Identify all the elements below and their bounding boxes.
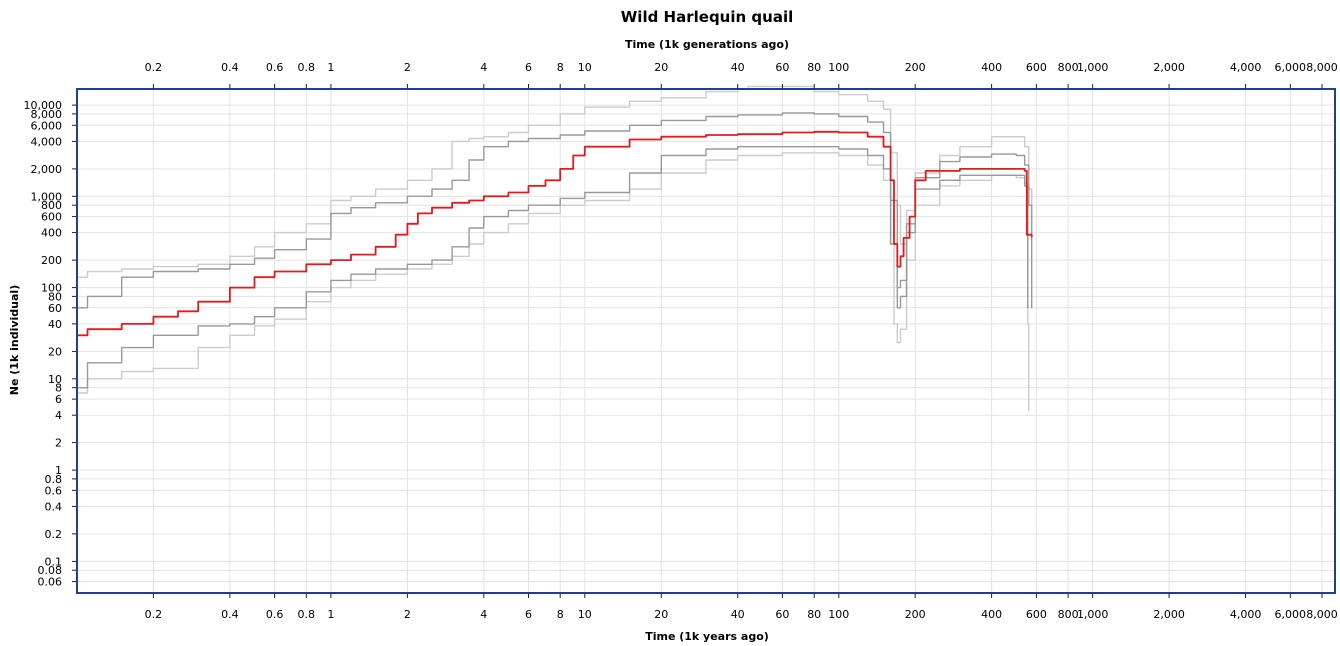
- y-tick-label: 10,000: [24, 99, 63, 112]
- y-tick-label: 6: [55, 393, 62, 406]
- x-tick-label: 10: [578, 608, 592, 621]
- y-tick-label: 100: [41, 282, 62, 295]
- y-tick-label: 4,000: [31, 135, 63, 148]
- x2-tick-label: 6,000: [1275, 61, 1307, 74]
- x2-tick-label: 20: [654, 61, 668, 74]
- x-tick-label: 20: [654, 608, 668, 621]
- x2-tick-label: 2: [404, 61, 411, 74]
- y-tick-label: 6,000: [31, 119, 63, 132]
- x2-tick-label: 400: [981, 61, 1002, 74]
- x-tick-label: 2: [404, 608, 411, 621]
- x2-tick-label: 8: [557, 61, 564, 74]
- x-tick-label: 8,000: [1306, 608, 1338, 621]
- x2-tick-label: 200: [905, 61, 926, 74]
- y-tick-label: 0.06: [38, 576, 63, 589]
- y-tick-label: 0.6: [45, 484, 63, 497]
- y-tick-label: 0.2: [45, 528, 63, 541]
- y-tick-label: 1,000: [31, 190, 63, 203]
- x2-tick-label: 4: [480, 61, 487, 74]
- series-line-inner-lower: [76, 146, 1029, 389]
- series-line-median: [76, 130, 1033, 337]
- x-tick-label: 200: [905, 608, 926, 621]
- y-tick-label: 0.4: [45, 500, 63, 513]
- y-tick-label: 80: [48, 290, 62, 303]
- y-tick-label: 200: [41, 254, 62, 267]
- x-tick-label: 600: [1026, 608, 1047, 621]
- y-tick-label: 1: [55, 464, 62, 477]
- x2-tick-label: 80: [807, 61, 821, 74]
- x2-tick-label: 4,000: [1230, 61, 1262, 74]
- y-tick-label: 800: [41, 199, 62, 212]
- x-tick-label: 40: [731, 608, 745, 621]
- x-tick-label: 6,000: [1275, 608, 1307, 621]
- x-tick-label: 0.8: [298, 608, 316, 621]
- y-tick-label: 600: [41, 211, 62, 224]
- x-tick-label: 6: [525, 608, 532, 621]
- x2-tick-label: 2,000: [1153, 61, 1185, 74]
- x-tick-label: 0.6: [266, 608, 284, 621]
- x-tick-label: 80: [807, 608, 821, 621]
- x2-tick-label: 0.8: [298, 61, 316, 74]
- x-tick-label: 4,000: [1230, 608, 1262, 621]
- x-tick-label: 100: [828, 608, 849, 621]
- x-tick-label: 1,000: [1077, 608, 1109, 621]
- y-tick-label: 4: [55, 409, 62, 422]
- x-tick-label: 800: [1058, 608, 1079, 621]
- x2-tick-label: 600: [1026, 61, 1047, 74]
- grid-lines: [77, 89, 1335, 593]
- x2-tick-label: 0.6: [266, 61, 284, 74]
- y-tick-label: 20: [48, 345, 62, 358]
- y-tick-label: 2,000: [31, 163, 63, 176]
- x-tick-label: 60: [775, 608, 789, 621]
- x2-tick-label: 8,000: [1306, 61, 1338, 74]
- plot-frame: [76, 88, 1336, 594]
- y-tick-label: 0.1: [45, 555, 63, 568]
- series-line-inner-upper: [76, 112, 1033, 309]
- y-tick-label: 400: [41, 227, 62, 240]
- x-tick-label: 0.2: [145, 608, 163, 621]
- y-tick-label: 8: [55, 382, 62, 395]
- x2-tick-label: 0.4: [221, 61, 239, 74]
- y-tick-label: 40: [48, 318, 62, 331]
- x2-tick-label: 800: [1058, 61, 1079, 74]
- x2-tick-label: 1: [327, 61, 334, 74]
- y-tick-label: 0.8: [45, 473, 63, 486]
- x-tick-label: 8: [557, 608, 564, 621]
- x2-tick-label: 6: [525, 61, 532, 74]
- series-line-outer-lower: [76, 152, 1030, 412]
- y-tick-label: 2: [55, 437, 62, 450]
- x2-tick-label: 40: [731, 61, 745, 74]
- y-axis-title: Ne (1k individual): [8, 285, 21, 395]
- bottom-axis-title: Time (1k years ago): [645, 630, 769, 643]
- x2-tick-label: 10: [578, 61, 592, 74]
- y-tick-label: 10: [48, 373, 62, 386]
- top-axis-title: Time (1k generations ago): [625, 38, 789, 51]
- chart-title: Wild Harlequin quail: [621, 8, 793, 26]
- y-tick-label: 8,000: [31, 108, 63, 121]
- x2-tick-label: 1,000: [1077, 61, 1109, 74]
- x-tick-label: 1: [327, 608, 334, 621]
- x2-tick-label: 0.2: [145, 61, 163, 74]
- x-tick-label: 2,000: [1153, 608, 1185, 621]
- x-tick-label: 0.4: [221, 608, 239, 621]
- x2-tick-label: 60: [775, 61, 789, 74]
- x-tick-label: 400: [981, 608, 1002, 621]
- y-tick-label: 60: [48, 302, 62, 315]
- series-lines: [76, 85, 1033, 412]
- x2-tick-label: 100: [828, 61, 849, 74]
- x-tick-label: 4: [480, 608, 487, 621]
- y-tick-label: 0.08: [38, 564, 63, 577]
